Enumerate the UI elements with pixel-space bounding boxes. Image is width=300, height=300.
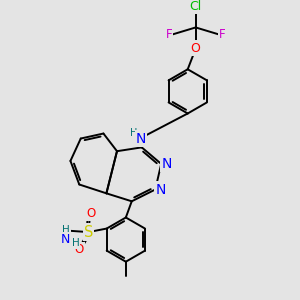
Text: F: F (166, 28, 172, 41)
Text: H: H (72, 238, 79, 248)
Text: N: N (61, 233, 70, 246)
Text: N: N (136, 131, 146, 146)
Text: Cl: Cl (190, 0, 202, 13)
Text: H: H (62, 225, 70, 235)
Text: H: H (130, 128, 137, 138)
Text: N: N (161, 157, 172, 171)
Text: F: F (219, 28, 226, 41)
Text: O: O (75, 243, 84, 256)
Text: O: O (86, 207, 95, 220)
Text: N: N (155, 182, 166, 197)
Text: S: S (84, 225, 93, 240)
Text: O: O (191, 42, 201, 55)
